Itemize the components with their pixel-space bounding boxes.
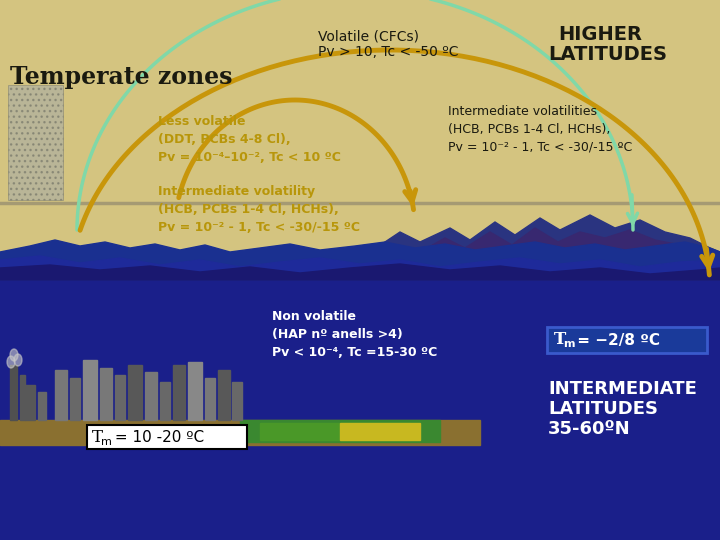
Ellipse shape <box>7 356 15 368</box>
Polygon shape <box>420 228 720 280</box>
Text: INTERMEDIATE: INTERMEDIATE <box>548 380 697 398</box>
Bar <box>340 423 420 440</box>
Text: m: m <box>101 437 112 447</box>
Bar <box>38 392 46 420</box>
Bar <box>20 375 25 420</box>
Bar <box>260 423 410 440</box>
Text: = 10 -20 ºC: = 10 -20 ºC <box>110 430 204 445</box>
FancyBboxPatch shape <box>87 425 247 449</box>
Bar <box>128 365 142 420</box>
Bar <box>83 360 97 420</box>
Text: Less volatile
(DDT, PCBs 4-8 Cl),
Pv = 10⁻⁴–10⁻², Tc < 10 ºC: Less volatile (DDT, PCBs 4-8 Cl), Pv = 1… <box>158 115 341 164</box>
Bar <box>8 85 63 200</box>
Text: HIGHER: HIGHER <box>558 25 642 44</box>
Bar <box>188 362 202 420</box>
Polygon shape <box>0 0 720 256</box>
Bar <box>173 365 185 420</box>
Bar <box>55 370 67 420</box>
Bar <box>115 375 125 420</box>
Text: LATITUDES: LATITUDES <box>548 400 658 418</box>
Text: Pv > 10, Tc < -50 ºC: Pv > 10, Tc < -50 ºC <box>318 45 459 59</box>
Polygon shape <box>0 256 720 280</box>
Text: T: T <box>92 429 103 447</box>
Bar <box>232 382 242 420</box>
Text: T: T <box>554 332 566 348</box>
FancyBboxPatch shape <box>547 327 707 353</box>
Bar <box>10 365 17 420</box>
Ellipse shape <box>14 354 22 366</box>
Bar <box>205 378 215 420</box>
Text: Volatile (CFCs): Volatile (CFCs) <box>318 30 419 44</box>
Text: Intermediate volatilities
(HCB, PCBs 1-4 Cl, HCHs),
Pv = 10⁻² - 1, Tc < -30/-15 : Intermediate volatilities (HCB, PCBs 1-4… <box>448 105 632 154</box>
Text: m: m <box>563 339 575 349</box>
Bar <box>0 242 720 540</box>
Bar <box>218 370 230 420</box>
Polygon shape <box>0 264 720 280</box>
Text: 35-60ºN: 35-60ºN <box>548 420 631 438</box>
Bar <box>145 372 157 420</box>
Ellipse shape <box>10 349 18 361</box>
Bar <box>70 378 80 420</box>
Bar <box>25 385 35 420</box>
Bar <box>100 368 112 420</box>
Polygon shape <box>0 240 720 280</box>
Text: Intermediate volatility
(HCB, PCBs 1-4 Cl, HCHs),
Pv = 10⁻² - 1, Tc < -30/-15 ºC: Intermediate volatility (HCB, PCBs 1-4 C… <box>158 185 360 234</box>
Text: Temperate zones: Temperate zones <box>10 65 233 89</box>
Text: = −2/8 ºC: = −2/8 ºC <box>572 333 660 348</box>
Text: Non volatile
(HAP nº anells >4)
Pv < 10⁻⁴, Tc =15-30 ºC: Non volatile (HAP nº anells >4) Pv < 10⁻… <box>272 310 437 359</box>
Bar <box>0 420 480 445</box>
Polygon shape <box>370 215 720 280</box>
Bar <box>240 420 440 442</box>
Text: LATITUDES: LATITUDES <box>548 45 667 64</box>
Bar <box>160 382 170 420</box>
